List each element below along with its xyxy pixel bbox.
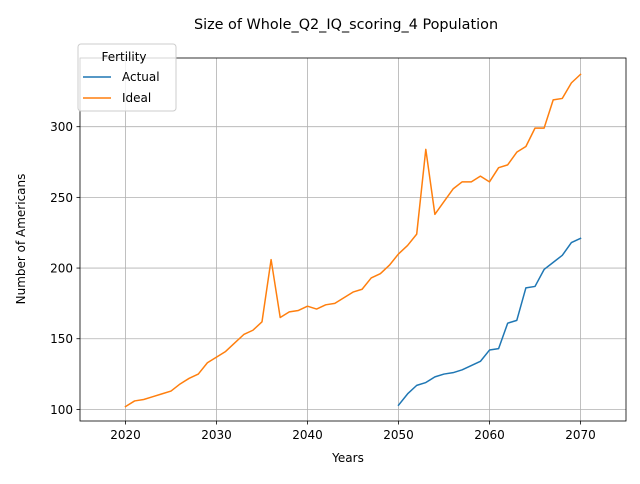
y-tick-label: 150 bbox=[50, 332, 73, 346]
series-line-ideal bbox=[124, 73, 582, 408]
legend-label-actual: Actual bbox=[122, 70, 160, 84]
x-tick-label: 2040 bbox=[292, 428, 323, 442]
chart-title: Size of Whole_Q2_IQ_scoring_4 Population bbox=[194, 17, 498, 33]
x-tick-label: 2060 bbox=[474, 428, 505, 442]
y-tick-label: 200 bbox=[50, 262, 73, 276]
x-tick-label: 2020 bbox=[110, 428, 141, 442]
y-tick-label: 300 bbox=[50, 120, 73, 134]
y-axis-label: Number of Americans bbox=[14, 174, 28, 305]
x-tick-label: 2050 bbox=[383, 428, 414, 442]
x-axis-label: Years bbox=[331, 451, 364, 465]
legend-label-ideal: Ideal bbox=[122, 91, 151, 105]
x-tick-label: 2070 bbox=[565, 428, 596, 442]
x-tick-label: 2030 bbox=[201, 428, 232, 442]
tick-layer: 2020 2030 2040 2050 2060 2070 100 150 200 250 300 bbox=[50, 120, 596, 442]
grid-layer bbox=[80, 58, 626, 421]
series-line-actual bbox=[397, 237, 582, 407]
legend-title: Fertility bbox=[101, 50, 146, 64]
plot-frame bbox=[79, 57, 627, 422]
y-tick-label: 250 bbox=[50, 191, 73, 205]
series-layer bbox=[124, 73, 582, 408]
legend: Fertility Actual Ideal bbox=[77, 43, 177, 112]
y-tick-label: 100 bbox=[50, 403, 73, 417]
legend-box bbox=[77, 43, 177, 112]
